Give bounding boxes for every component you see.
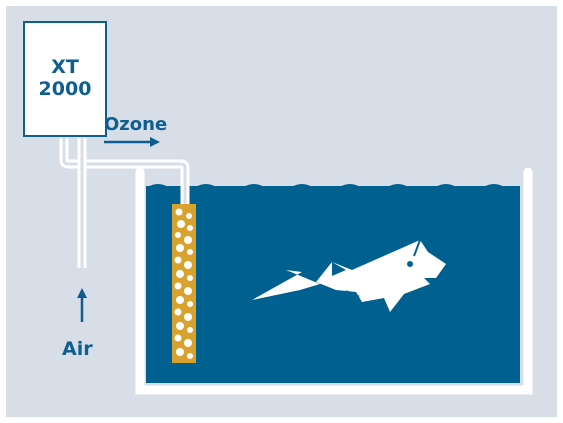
water-surface	[146, 184, 520, 200]
right-arrow-icon	[104, 137, 160, 147]
tank-walls	[135, 167, 533, 395]
ozone-tube-inner	[62, 138, 187, 205]
generator-label-line1: XT	[51, 56, 79, 78]
air-label: Air	[62, 338, 93, 360]
ozone-label: Ozone	[104, 114, 168, 135]
fish-icon	[252, 239, 446, 312]
up-arrow-icon	[77, 288, 87, 322]
diffuser-stone	[172, 204, 196, 363]
generator-label-line2: 2000	[38, 78, 92, 100]
generator-box	[23, 21, 107, 137]
